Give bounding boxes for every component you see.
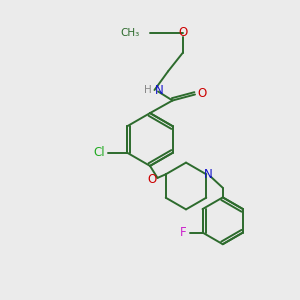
Text: O: O	[197, 86, 206, 100]
Text: O: O	[148, 173, 157, 186]
Text: Cl: Cl	[94, 146, 105, 159]
Text: N: N	[154, 83, 164, 97]
Text: F: F	[180, 226, 187, 239]
Text: H: H	[144, 85, 152, 95]
Text: CH₃: CH₃	[120, 28, 140, 38]
Text: N: N	[203, 168, 212, 181]
Text: O: O	[178, 26, 188, 40]
